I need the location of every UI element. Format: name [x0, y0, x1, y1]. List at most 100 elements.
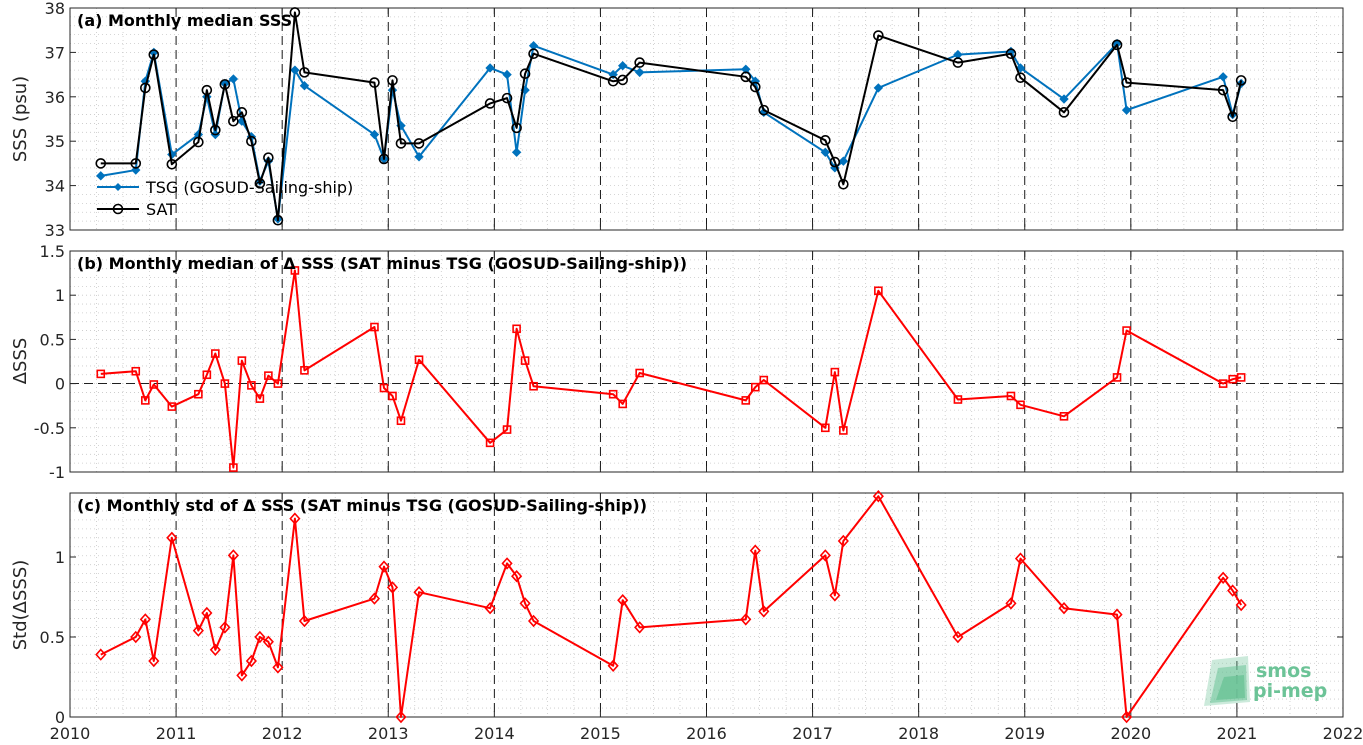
data-point — [246, 135, 257, 147]
data-point — [96, 171, 106, 181]
data-point — [1005, 48, 1017, 60]
data-point — [140, 82, 151, 94]
data-point — [290, 266, 300, 275]
data-point — [837, 534, 849, 548]
series-line-delta — [100, 269, 1242, 469]
y-tick-label: 37 — [45, 43, 65, 62]
y-tick-label: 0.5 — [40, 330, 65, 349]
data-point — [1015, 63, 1026, 73]
data-point — [501, 92, 513, 104]
data-point — [368, 592, 381, 605]
data-point — [272, 214, 284, 226]
data-point — [211, 349, 220, 358]
data-point — [952, 57, 964, 68]
data-point — [289, 512, 301, 525]
data-point — [149, 380, 159, 389]
data-point — [873, 83, 884, 93]
data-point — [379, 383, 389, 393]
y-tick-label: 33 — [45, 221, 65, 240]
x-tick-label: 2021 — [1217, 724, 1258, 743]
data-point — [192, 624, 204, 637]
data-point — [289, 7, 301, 18]
data-point — [634, 621, 646, 634]
data-point — [395, 710, 407, 724]
data-point — [759, 375, 769, 385]
data-point — [210, 124, 221, 136]
data-point — [750, 382, 760, 392]
data-point — [519, 597, 531, 610]
legend-label-tsg: TSG (GOSUD-Sailing-ship) — [145, 178, 353, 197]
data-point — [131, 366, 141, 376]
y-tick-label: 0.5 — [40, 628, 65, 647]
data-point — [1121, 105, 1132, 115]
y-tick-label: 1 — [55, 548, 65, 567]
data-point — [413, 138, 425, 149]
y-tick-label: 38 — [45, 0, 65, 18]
data-point — [1235, 75, 1247, 86]
x-tick-label: 2020 — [1110, 724, 1151, 743]
data-point — [245, 654, 257, 668]
data-point — [369, 129, 380, 140]
data-point — [511, 147, 522, 158]
data-point — [388, 391, 397, 401]
data-point — [264, 371, 273, 380]
data-point — [838, 178, 849, 190]
data-point — [236, 107, 248, 118]
y-tick-label: -0.5 — [34, 419, 65, 438]
panel-a-sss: 33 34 35 36 37 38 SSS (psu) (a) Monthly median … — [10, 0, 1344, 240]
data-point — [820, 135, 831, 146]
data-point — [1217, 571, 1229, 584]
data-point — [819, 549, 831, 562]
data-point — [414, 152, 424, 162]
x-tick-label: 2012 — [262, 724, 303, 743]
data-point — [247, 381, 256, 390]
data-point — [148, 49, 160, 60]
data-point — [272, 661, 284, 674]
data-point — [1015, 72, 1026, 84]
x-tick-label: 2011 — [156, 724, 197, 743]
data-point — [1236, 373, 1246, 382]
data-point — [202, 370, 212, 380]
data-point — [201, 84, 213, 96]
data-point — [1111, 39, 1123, 51]
data-point — [201, 606, 213, 620]
panel-title: (b) Monthly median of Δ SSS (SAT minus T… — [77, 254, 687, 273]
data-point — [255, 394, 265, 403]
data-point — [1058, 602, 1070, 615]
data-point — [485, 63, 495, 73]
data-point — [519, 68, 531, 80]
data-point — [1227, 584, 1239, 597]
y-tick-label: -1 — [49, 463, 65, 482]
data-point — [512, 324, 521, 334]
legend-marker-sat — [112, 203, 124, 215]
data-point — [193, 136, 204, 148]
x-tick-label: 2017 — [792, 724, 833, 743]
data-point — [1005, 597, 1017, 610]
data-point — [369, 77, 380, 88]
legend-marker-tsg — [114, 183, 122, 191]
x-tick-label: 2018 — [898, 724, 939, 743]
data-point — [370, 322, 379, 332]
data-point — [299, 67, 310, 78]
data-point — [96, 369, 106, 379]
data-point — [740, 71, 752, 83]
data-point — [148, 654, 160, 668]
series-line-delta — [100, 495, 1243, 718]
data-point — [228, 115, 239, 127]
data-point — [290, 65, 300, 75]
series-line-sat — [100, 11, 1243, 222]
data-point — [529, 381, 538, 391]
data-point — [1059, 412, 1069, 421]
x-tick-label: 2015 — [580, 724, 621, 743]
data-point — [617, 61, 628, 71]
y-tick-label: 1 — [55, 286, 65, 305]
data-point — [1227, 111, 1238, 123]
data-point — [511, 122, 522, 134]
data-point — [484, 602, 496, 615]
data-point — [502, 425, 512, 434]
data-point — [298, 614, 311, 628]
data-point — [300, 366, 309, 375]
data-point — [1059, 94, 1069, 104]
data-point — [511, 570, 523, 583]
